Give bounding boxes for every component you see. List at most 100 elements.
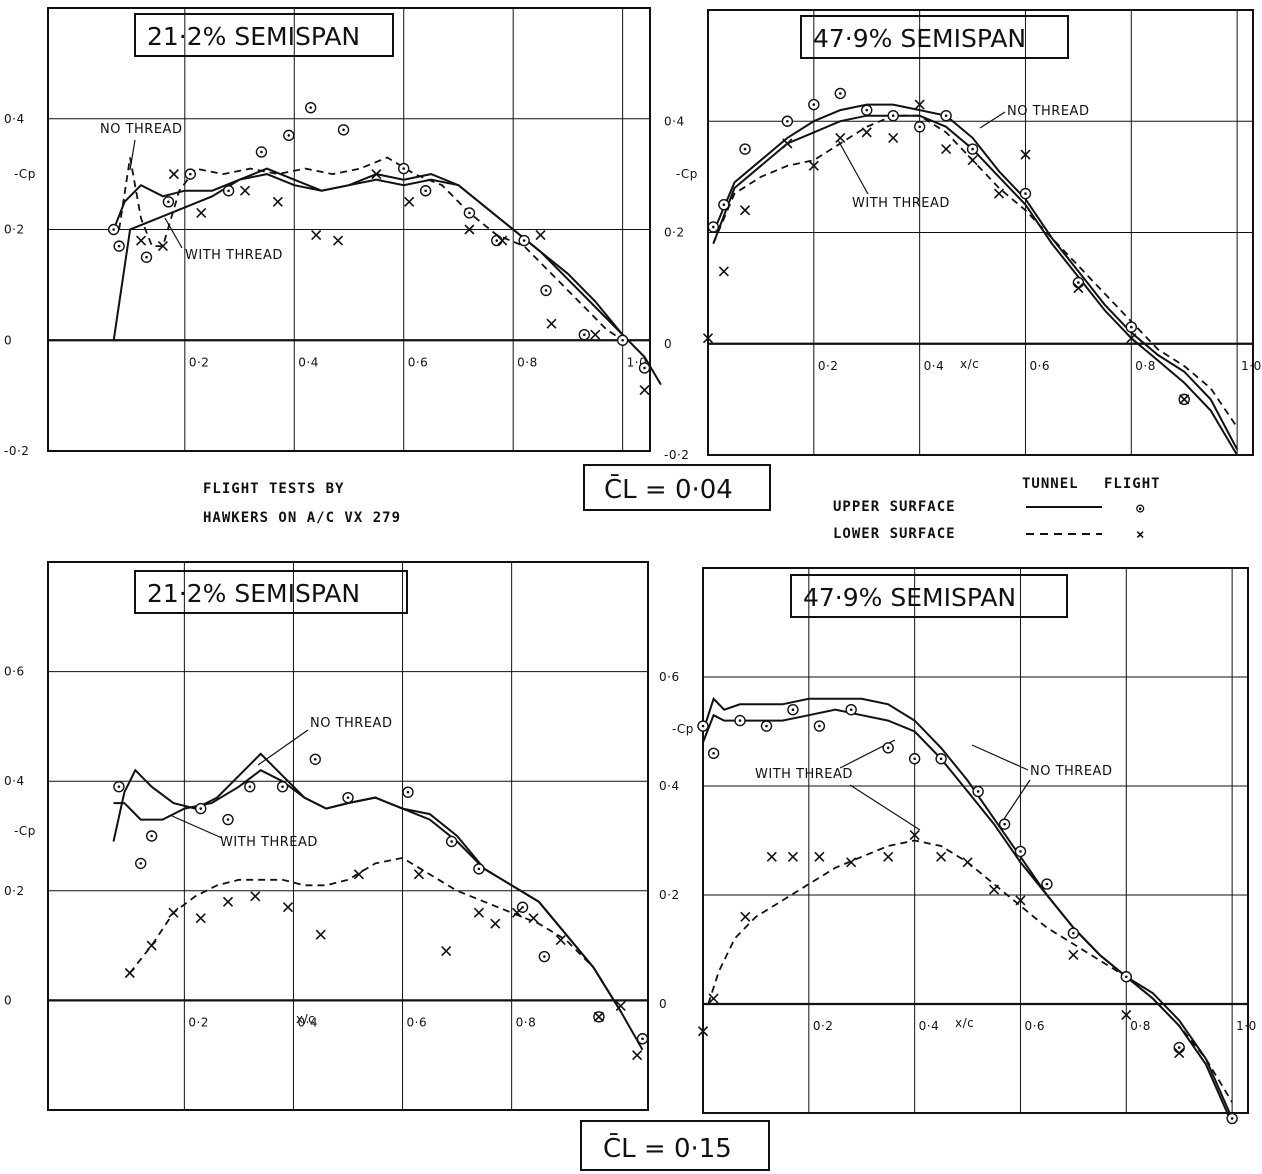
upper-flight-point [781, 115, 794, 127]
upper-flight-point [107, 223, 120, 236]
x-tick-label: 0·2 [188, 1015, 209, 1029]
upper-flight-point [276, 780, 289, 793]
upper-flight-point [184, 168, 196, 180]
point-center [738, 719, 742, 722]
lower-flight-point [1179, 394, 1190, 405]
point-center [468, 211, 471, 215]
upper-flight-point [1120, 971, 1133, 983]
upper-flight-point [940, 109, 952, 122]
lower-flight-point [490, 918, 501, 929]
point-center [139, 862, 143, 865]
y-tick-label: 0·6 [659, 670, 680, 684]
cl-text-top: C̄L = 0·04 [604, 473, 733, 505]
lower-flight-point [135, 235, 147, 246]
point-center [150, 834, 153, 838]
series-line-no-thread [112, 167, 662, 386]
lower-flight-point [282, 902, 294, 913]
upper-flight-point [398, 162, 410, 175]
y-axis-label: -Cp [14, 167, 36, 181]
plot-frame [702, 567, 1249, 1114]
upper-flight-point [473, 863, 485, 875]
upper-flight-point [1067, 927, 1080, 939]
lower-flight-point [353, 869, 364, 880]
point-center [281, 785, 284, 788]
legend-upper-flight-symbol: ⊙ [1136, 501, 1145, 517]
point-center [227, 189, 230, 193]
series-line-with-thread [712, 114, 1238, 456]
point-center [886, 746, 890, 750]
point-center [976, 790, 980, 793]
title-box [134, 570, 408, 614]
flight-tests-line2: HAWKERS ON A/C VX 279 [203, 510, 401, 526]
upper-flight-point [1072, 276, 1085, 289]
lower-flight-point [272, 196, 283, 207]
y-tick-label: 0·4 [4, 112, 25, 126]
point-center [971, 147, 974, 151]
point-center [521, 905, 524, 909]
y-tick-label: 0·4 [659, 779, 680, 793]
lower-flight-point [708, 993, 719, 1004]
upper-flight-point [304, 101, 317, 114]
lower-flight-point [988, 884, 1000, 895]
upper-flight-point [342, 791, 354, 804]
upper-flight-point [636, 1033, 649, 1045]
flight-tests-line1: FLIGHT TESTS BY [203, 481, 344, 497]
x-tick-label: 0·8 [517, 355, 538, 369]
panel-bottom-right: 47·9% SEMISPAN WITH THREAD NO THREAD -Cp… [659, 567, 1256, 1125]
upper-flight-point [718, 198, 730, 211]
point-center [849, 708, 853, 711]
point-center [1130, 325, 1133, 329]
point-center [287, 134, 291, 137]
lower-flight-point [639, 385, 650, 396]
lower-flight-point [512, 907, 523, 918]
lower-flight-point [590, 329, 601, 340]
lower-flight-point [632, 1050, 643, 1061]
point-center [1072, 931, 1075, 935]
upper-flight-point [309, 753, 321, 765]
y-tick-label: 0 [659, 997, 667, 1011]
lower-flight-point [528, 913, 539, 924]
upper-flight-point [1041, 878, 1053, 890]
series-line-lower-surface [129, 856, 622, 1012]
point-center [1125, 975, 1128, 979]
upper-flight-point [255, 146, 268, 158]
upper-flight-point [1014, 845, 1027, 858]
upper-flight-point [337, 124, 350, 136]
x-axis-label: x/c [955, 1016, 974, 1030]
point-center [544, 289, 548, 292]
upper-flight-point [739, 143, 751, 155]
point-center [918, 125, 921, 129]
upper-flight-point [845, 704, 857, 716]
upper-flight-point [283, 129, 295, 142]
leader-with-thread-lower [849, 784, 921, 831]
point-center [1077, 281, 1080, 284]
title-box [134, 13, 394, 57]
upper-flight-point [540, 284, 552, 297]
x-tick-label: 0·8 [1135, 359, 1156, 373]
leader-with-thread [837, 139, 869, 195]
lower-flight-point [311, 229, 322, 241]
point-center [944, 114, 948, 117]
x-axis-label: x/c [960, 357, 979, 371]
lower-flight-point [168, 907, 179, 918]
upper-flight-point [813, 720, 826, 732]
lower-flight-point [835, 132, 846, 144]
lower-flight-point [861, 127, 872, 138]
panel-top-right: 47·9% SEMISPAN NO THREAD WITH THREAD -Cp… [664, 9, 1261, 462]
cl-box-top [583, 464, 771, 511]
point-center [402, 167, 406, 170]
cl-label-top: C̄L = 0·04 [583, 464, 771, 511]
upper-flight-point [578, 329, 591, 341]
lower-flight-point [808, 160, 819, 171]
lower-flight-point [535, 229, 546, 241]
leader-no-thread-upper [971, 744, 1029, 771]
x-tick-label: 0·2 [813, 1019, 834, 1033]
x-tick-label: 0·4 [919, 1019, 940, 1033]
lower-flight-point [146, 940, 157, 951]
annotation-with-thread: WITH THREAD [852, 196, 950, 211]
upper-flight-point [419, 185, 432, 197]
flight-test-notes: FLIGHT TESTS BY HAWKERS ON A/C VX 279 [203, 481, 401, 526]
upper-flight-point [1173, 1041, 1185, 1054]
y-tick-label: -0·2 [664, 448, 689, 462]
